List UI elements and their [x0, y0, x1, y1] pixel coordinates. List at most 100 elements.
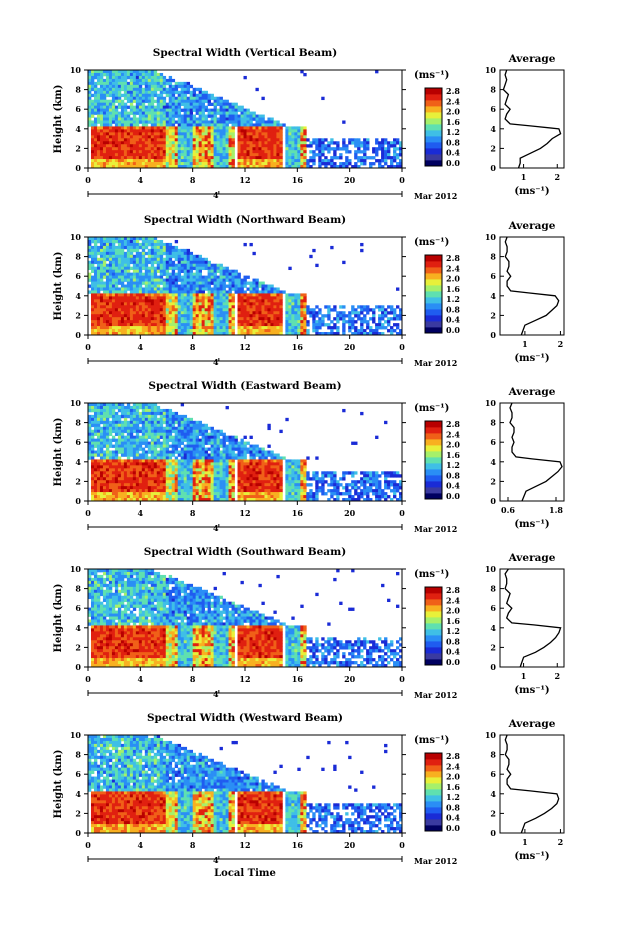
- heatmap-cell: [237, 156, 241, 160]
- heatmap-cell: [201, 323, 205, 327]
- heatmap-cell: [231, 141, 235, 145]
- heatmap-cell: [102, 138, 107, 142]
- heatmap-cell: [90, 162, 95, 166]
- heatmap-cell: [348, 162, 352, 166]
- x-tick-label: 12: [239, 175, 250, 185]
- heatmap-cell: [231, 123, 235, 127]
- heatmap-cell: [99, 444, 104, 448]
- heatmap-cell: [237, 332, 241, 336]
- heatmap-cell: [156, 420, 161, 425]
- heatmap-cell: [273, 317, 277, 321]
- heatmap-cell: [105, 405, 110, 410]
- heatmap-cell: [210, 111, 214, 115]
- heatmap-cell: [195, 320, 199, 324]
- heatmap-cell: [132, 320, 137, 324]
- heatmap-cell: [267, 444, 271, 448]
- heatmap-cell: [132, 332, 137, 336]
- heatmap-cell: [192, 278, 197, 282]
- heatmap-cell: [297, 329, 301, 333]
- heatmap-cell: [381, 317, 385, 321]
- heatmap-cell: [180, 290, 185, 294]
- heatmap-cell: [123, 254, 128, 259]
- heatmap-cell: [153, 135, 158, 139]
- heatmap-cell: [93, 159, 98, 163]
- heatmap-cell: [138, 242, 143, 247]
- heatmap-cell: [123, 311, 128, 315]
- heatmap-cell: [138, 72, 143, 77]
- heatmap-cell: [147, 254, 152, 259]
- heatmap-cell: [156, 126, 161, 130]
- heatmap-cell: [99, 102, 104, 106]
- heatmap-cell: [105, 254, 110, 259]
- heatmap-cell: [246, 450, 250, 454]
- heatmap-cell: [222, 117, 226, 121]
- heatmap-cell: [204, 260, 208, 265]
- colorbar-swatch: [425, 100, 442, 107]
- heatmap-cell: [213, 102, 217, 106]
- heatmap-cell: [123, 70, 128, 74]
- heatmap-cell: [393, 317, 397, 321]
- heatmap-cell: [213, 308, 217, 312]
- heatmap-cell: [342, 320, 346, 324]
- heatmap-cell: [258, 302, 262, 306]
- heatmap-cell: [135, 323, 140, 327]
- heatmap-cell: [138, 153, 143, 157]
- heatmap-cell: [171, 275, 176, 279]
- heatmap-cell: [129, 420, 134, 425]
- heatmap-cell: [213, 444, 217, 448]
- heatmap-cell: [390, 159, 394, 163]
- heatmap-cell: [180, 99, 185, 104]
- heatmap-cell: [111, 239, 116, 244]
- heatmap-cell: [111, 245, 116, 250]
- heatmap-cell: [354, 156, 358, 160]
- heatmap-cell: [132, 308, 137, 312]
- heatmap-cell: [93, 87, 98, 92]
- heatmap-cell: [180, 299, 185, 303]
- heatmap-cell: [177, 441, 182, 445]
- heatmap-cell: [141, 141, 146, 145]
- heatmap-cell: [117, 405, 122, 410]
- heatmap-cell: [267, 135, 271, 139]
- heatmap-cell: [88, 456, 92, 460]
- heatmap-cell: [174, 308, 179, 312]
- heatmap-cell: [216, 332, 220, 336]
- heatmap-cell: [372, 332, 376, 336]
- heatmap-cell: [222, 296, 226, 300]
- heatmap-cell: [96, 87, 101, 92]
- heatmap-cell: [168, 165, 173, 169]
- heatmap-cell: [135, 245, 140, 250]
- heatmap-cell: [240, 117, 244, 121]
- heatmap-cell: [141, 126, 146, 130]
- heatmap-cell: [132, 126, 137, 130]
- heatmap-cell: [315, 314, 319, 318]
- heatmap-cell: [96, 257, 101, 262]
- heatmap-cell: [114, 263, 119, 268]
- heatmap-cell: [93, 72, 98, 77]
- heatmap-cell: [174, 150, 179, 154]
- heatmap-cell: [141, 117, 146, 121]
- heatmap-cell: [198, 275, 202, 279]
- heatmap-cell: [186, 132, 191, 136]
- heatmap-cell: [108, 411, 113, 416]
- heatmap-cell: [186, 114, 191, 118]
- heatmap-cell: [90, 275, 95, 279]
- heatmap-cell: [201, 96, 205, 101]
- heatmap-cell: [195, 165, 199, 169]
- heatmap-cell: [186, 248, 191, 253]
- heatmap-cell: [105, 441, 110, 445]
- heatmap-cell: [96, 159, 101, 163]
- heatmap-cell: [216, 450, 220, 454]
- heatmap-cell: [153, 417, 158, 422]
- heatmap-cell: [186, 129, 191, 133]
- heatmap-cell: [162, 293, 167, 297]
- heatmap-cell: [96, 165, 101, 169]
- heatmap-cell: [126, 147, 131, 151]
- heatmap-cell: [279, 165, 283, 169]
- colorbar-swatch: [425, 321, 442, 328]
- heatmap-cell: [354, 332, 358, 336]
- heatmap-cell: [159, 432, 164, 437]
- heatmap-cell: [105, 123, 110, 127]
- heatmap-cell: [135, 147, 140, 151]
- heatmap-cell: [222, 314, 226, 318]
- heatmap-cell: [219, 141, 223, 145]
